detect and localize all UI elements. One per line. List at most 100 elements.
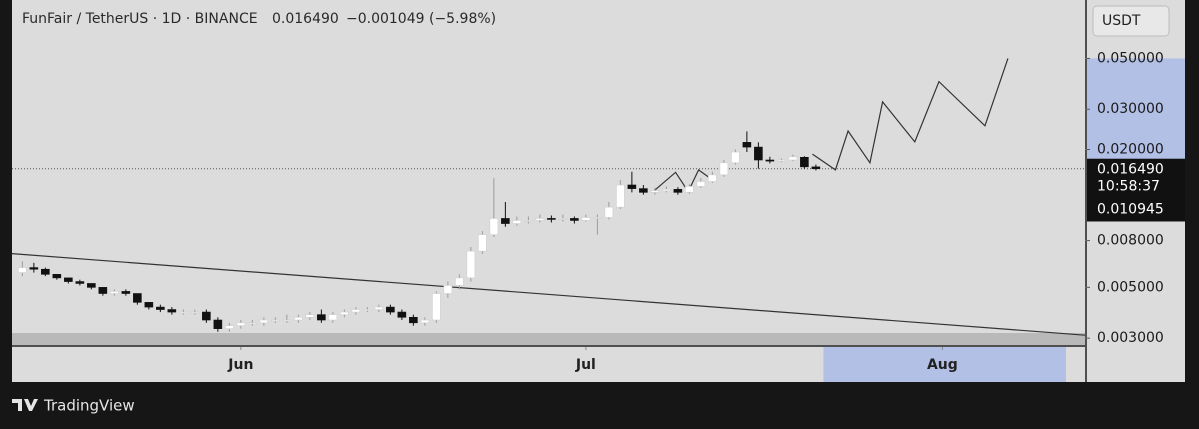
x-range-highlight [823, 347, 1066, 382]
candle-body [558, 218, 568, 220]
candle-body [685, 186, 694, 193]
candle-body [708, 174, 717, 182]
candle-body [110, 291, 119, 294]
candle-body [397, 311, 407, 318]
candle-body [52, 274, 62, 279]
candle-body [363, 309, 372, 311]
candle-body [18, 267, 27, 273]
price-change: −0.001049 (−5.98%) [346, 11, 496, 27]
y-range-highlight [1087, 58, 1185, 170]
currency-button[interactable] [1092, 5, 1170, 37]
candle-body [305, 314, 315, 318]
last-price-label: 0.016490 [1097, 162, 1164, 178]
candle-body [639, 188, 648, 193]
last-price: 0.016490 [272, 11, 339, 27]
price-labels: 0.050000 0.030000 0.020000 0.008000 0.005000… [227, 50, 1185, 373]
candle-body [777, 159, 786, 162]
candle-body [616, 184, 625, 208]
candle-body [535, 218, 545, 221]
candle-body [294, 316, 303, 321]
currency[interactable]: USDT [1102, 13, 1141, 29]
candle-body [524, 220, 533, 222]
candle-body [662, 189, 671, 192]
x-tick-label: Aug [927, 357, 958, 373]
brand: TradingView [12, 397, 135, 415]
candle-body [501, 218, 510, 224]
chart-title: FunFair / TetherUS · 1D · BINANCE [22, 11, 258, 27]
candle-body [593, 217, 602, 219]
candle-body [167, 309, 177, 313]
candle-body [351, 309, 361, 313]
candle-body [696, 181, 706, 187]
candle-body [466, 250, 476, 279]
candle-body [673, 189, 683, 193]
bottom-band [12, 333, 1085, 345]
candle-body [800, 156, 809, 168]
candle-body [811, 166, 821, 170]
candle-body [478, 234, 487, 252]
drawing-line [11, 253, 1086, 336]
drawing-line [812, 58, 1009, 171]
candle-body [259, 319, 269, 324]
candle-body [719, 162, 729, 176]
brand-name: TradingView [43, 397, 135, 415]
candle-body [754, 146, 763, 161]
candle-body [455, 277, 464, 286]
candle-body [156, 306, 165, 310]
candle-body [443, 285, 453, 294]
x-tick-label: Jul [575, 357, 596, 373]
candle-body [87, 283, 96, 288]
candle-body [121, 291, 131, 294]
y-tick-label: 0.008000 [1097, 233, 1164, 249]
candle-body [374, 306, 384, 310]
plot-area [12, 0, 1085, 345]
y-tick-label: 0.020000 [1097, 142, 1164, 158]
candle-body [489, 218, 499, 235]
plot [11, 0, 1090, 382]
candle-body [225, 325, 234, 329]
last-price-box [1087, 158, 1185, 199]
candle-body [190, 311, 200, 314]
candle-body [133, 293, 142, 303]
candle-body [328, 314, 338, 321]
y-tick-label: 0.003000 [1097, 330, 1164, 346]
candle-body [432, 293, 441, 321]
candle-body [420, 319, 430, 324]
marker-price-label: 0.010945 [1097, 201, 1164, 217]
candle-body [75, 281, 85, 284]
highlights [823, 58, 1185, 382]
candle-body [386, 306, 395, 313]
y-tick-label: 0.030000 [1097, 101, 1164, 117]
candle-body [765, 159, 775, 162]
candle-body [248, 322, 257, 325]
candle-body [512, 220, 522, 224]
candle-body [340, 311, 349, 315]
candle-body [29, 267, 39, 270]
candle-body [41, 268, 50, 275]
candle-body [650, 190, 660, 193]
y-tick-label: 0.050000 [1097, 50, 1164, 66]
candle-body [570, 218, 579, 221]
candle-body [547, 218, 556, 220]
candle-body [627, 184, 637, 189]
candle-body [317, 314, 326, 321]
candle-body [581, 217, 591, 221]
candle-body [282, 319, 292, 322]
candle-body [271, 319, 280, 322]
marker-price-box [1087, 197, 1185, 222]
candle-body [144, 302, 154, 308]
candle-body [98, 287, 108, 294]
x-tick-label: Jun [227, 357, 253, 373]
candle-body [64, 277, 73, 282]
candle-body [731, 151, 740, 164]
candle-body [202, 311, 211, 321]
candle-body [604, 206, 614, 218]
y-tick-label: 0.005000 [1097, 279, 1164, 295]
candle-body [409, 316, 418, 324]
candle-body [742, 142, 752, 148]
candle-body [236, 322, 246, 326]
candle-body [179, 311, 188, 314]
countdown: 10:58:37 [1097, 179, 1160, 195]
candle-body [213, 319, 223, 329]
candle-body [788, 156, 798, 161]
